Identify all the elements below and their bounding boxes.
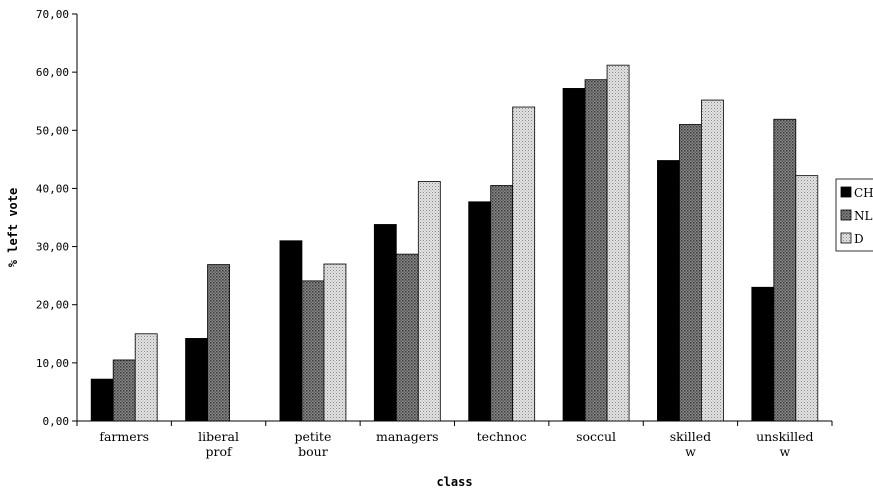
x-tick-label: technoc bbox=[477, 429, 527, 444]
bar-d-managers bbox=[417, 181, 441, 422]
bar-d-technoc bbox=[512, 106, 536, 422]
x-tick-label: petite bour bbox=[295, 429, 332, 459]
legend: CH NL D bbox=[835, 178, 873, 252]
y-tick-label: 20,00 bbox=[36, 299, 69, 312]
bar-d-soccul bbox=[606, 64, 630, 422]
bar-d-petite-bour bbox=[323, 263, 347, 422]
legend-label-d: D bbox=[854, 232, 864, 246]
y-tick-label: 40,00 bbox=[36, 182, 69, 195]
bars bbox=[90, 64, 819, 422]
legend-swatch-nl bbox=[840, 209, 852, 221]
bar-ch-skilled-w bbox=[657, 160, 680, 422]
bar-nl-soccul bbox=[584, 79, 608, 422]
bar-d-farmers bbox=[134, 333, 158, 422]
bar-nl-unskilled-w bbox=[773, 118, 797, 422]
bar-nl-liberal-prof bbox=[207, 264, 230, 422]
bar-ch-liberal-prof bbox=[185, 338, 208, 422]
x-axis-label: class bbox=[436, 475, 472, 489]
x-tick-label: soccul bbox=[576, 429, 616, 444]
legend-label-nl: NL bbox=[854, 209, 873, 223]
axis-labels: farmers liberal prof petite bour managers tech… bbox=[6, 188, 814, 489]
bar-nl-technoc bbox=[490, 185, 514, 422]
legend-label-ch: CH bbox=[854, 186, 873, 200]
y-tick-label: 30,00 bbox=[36, 241, 69, 254]
bar-ch-petite-bour bbox=[279, 240, 303, 422]
bar-d-skilled-w bbox=[701, 99, 724, 422]
legend-swatch-ch bbox=[840, 186, 852, 198]
bar-ch-soccul bbox=[562, 88, 586, 422]
bar-nl-farmers bbox=[112, 359, 136, 422]
x-tick-label: liberal prof bbox=[198, 429, 239, 459]
bar-ch-technoc bbox=[468, 201, 492, 422]
bar-d-unskilled-w bbox=[795, 175, 819, 422]
y-axis-label: % left vote bbox=[6, 188, 20, 267]
y-tick-label: 50,00 bbox=[36, 124, 69, 137]
x-tick-label: managers bbox=[376, 429, 439, 444]
y-tick-label: 70,00 bbox=[36, 8, 69, 21]
bar-nl-petite-bour bbox=[301, 280, 325, 422]
x-tick-label: unskilled w bbox=[756, 429, 813, 459]
bar-ch-unskilled-w bbox=[751, 286, 775, 422]
y-tick-label: 60,00 bbox=[36, 66, 69, 79]
bar-ch-managers bbox=[373, 224, 397, 422]
legend-swatch-d bbox=[840, 232, 852, 244]
bar-nl-skilled-w bbox=[679, 124, 702, 422]
y-tick-label: 10,00 bbox=[36, 357, 69, 370]
x-tick-label: skilled w bbox=[670, 429, 711, 459]
bar-nl-managers bbox=[395, 253, 419, 422]
x-tick-label: farmers bbox=[99, 429, 149, 444]
y-tick-label: 0,00 bbox=[43, 415, 70, 428]
bar-ch-farmers bbox=[90, 378, 114, 422]
